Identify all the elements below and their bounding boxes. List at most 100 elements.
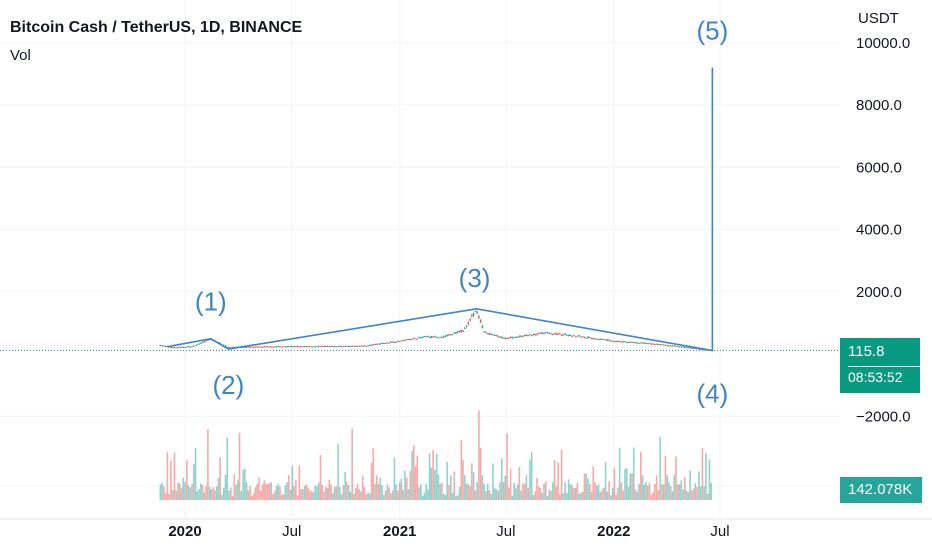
candle-body [342,345,345,347]
volume-bar [224,474,227,500]
volume-bar [548,489,551,500]
volume-bar [571,485,573,500]
candle-body [564,333,566,335]
volume-bar [259,490,262,500]
candle-body [288,346,290,348]
volume-bar [252,493,255,500]
volume-bar [397,490,399,500]
volume-bar [370,462,373,500]
volume-bar [416,455,419,500]
candle-body [384,343,387,345]
volume-bar [596,486,598,500]
candle-body [159,344,162,346]
volume-bar [710,482,713,500]
candle-body [664,344,667,346]
volume-bar [173,452,176,500]
candle-body [610,340,612,342]
volume-bar [354,488,357,500]
volume-bar [282,494,285,500]
volume-bar [400,478,403,500]
candle-body [275,346,278,348]
candle-body [692,348,695,350]
candle-body [434,336,436,338]
volume-bar [464,475,466,500]
volume-bar [312,492,315,500]
volume-indicator-label[interactable]: Vol [10,47,31,64]
candle-body [340,346,343,348]
volume-bar [685,490,688,500]
candle-body [587,336,589,338]
candle-body [412,338,415,340]
volume-bar [208,486,211,500]
volume-bar [163,486,165,500]
volume-bar [358,488,361,500]
candle-body [631,341,633,343]
symbol-title[interactable]: Bitcoin Cash / TetherUS, 1D, BINANCE [10,19,303,36]
wave-label: (3) [459,263,491,293]
candle-body [247,346,250,348]
candle-body [349,345,352,347]
candle-body [689,347,691,349]
candle-body [592,338,595,340]
volume-bar [286,482,288,500]
candle-body [472,313,475,316]
candle-body [571,335,573,337]
volume-bar [506,433,508,500]
volume-bar [254,487,257,500]
volume-bar [411,451,413,500]
price-tick-label: 2000.0 [856,284,902,301]
volume-bar [205,485,207,500]
volume-bar [703,486,705,500]
volume-bar [696,486,698,500]
price-axis-unit[interactable]: USDT [858,10,899,27]
volume-bar [574,487,577,500]
candle-body [553,333,556,335]
volume-bar [657,489,660,500]
volume-bar [611,487,614,500]
volume-bar [499,482,501,500]
candle-body [381,343,383,345]
candle-body [490,333,493,335]
volume-bar [680,480,683,500]
candle-body [224,345,227,347]
candle-body [696,348,698,350]
candle-body [446,334,449,336]
candle-body [177,347,179,349]
candle-body [464,327,466,329]
volume-bar [428,453,431,500]
candle-body [377,343,380,345]
volume-bar [567,479,570,500]
volume-bar [529,459,531,500]
volume-bar [453,471,456,500]
candle-body [339,345,341,347]
candle-body [163,345,165,347]
volume-bar [564,482,566,500]
volume-bar [323,491,325,500]
candle-body [562,334,565,336]
candle-body [500,336,503,338]
volume-bar [625,467,628,500]
candle-body [585,337,588,339]
bar-countdown: 08:53:52 [848,366,920,387]
volume-bar [645,482,647,500]
volume-bar [291,465,294,500]
price-tick-label: −2000.0 [856,408,911,425]
volume-bar [705,453,707,500]
volume-bar [661,483,663,500]
candle-body [597,339,600,341]
volume-bar [566,492,568,500]
candle-body [370,344,373,346]
candle-body [555,333,558,335]
volume-bar [550,490,552,500]
volume-bar [573,488,575,500]
volume-bar [293,486,295,500]
volume-bar [196,491,199,500]
candle-body [497,336,500,338]
candle-body [455,332,457,334]
volume-bar [682,489,684,500]
candle-body [685,347,688,349]
volume-bar [523,483,526,500]
volume-bar [636,492,639,500]
candle-body [532,333,535,336]
candle-body [659,344,661,346]
